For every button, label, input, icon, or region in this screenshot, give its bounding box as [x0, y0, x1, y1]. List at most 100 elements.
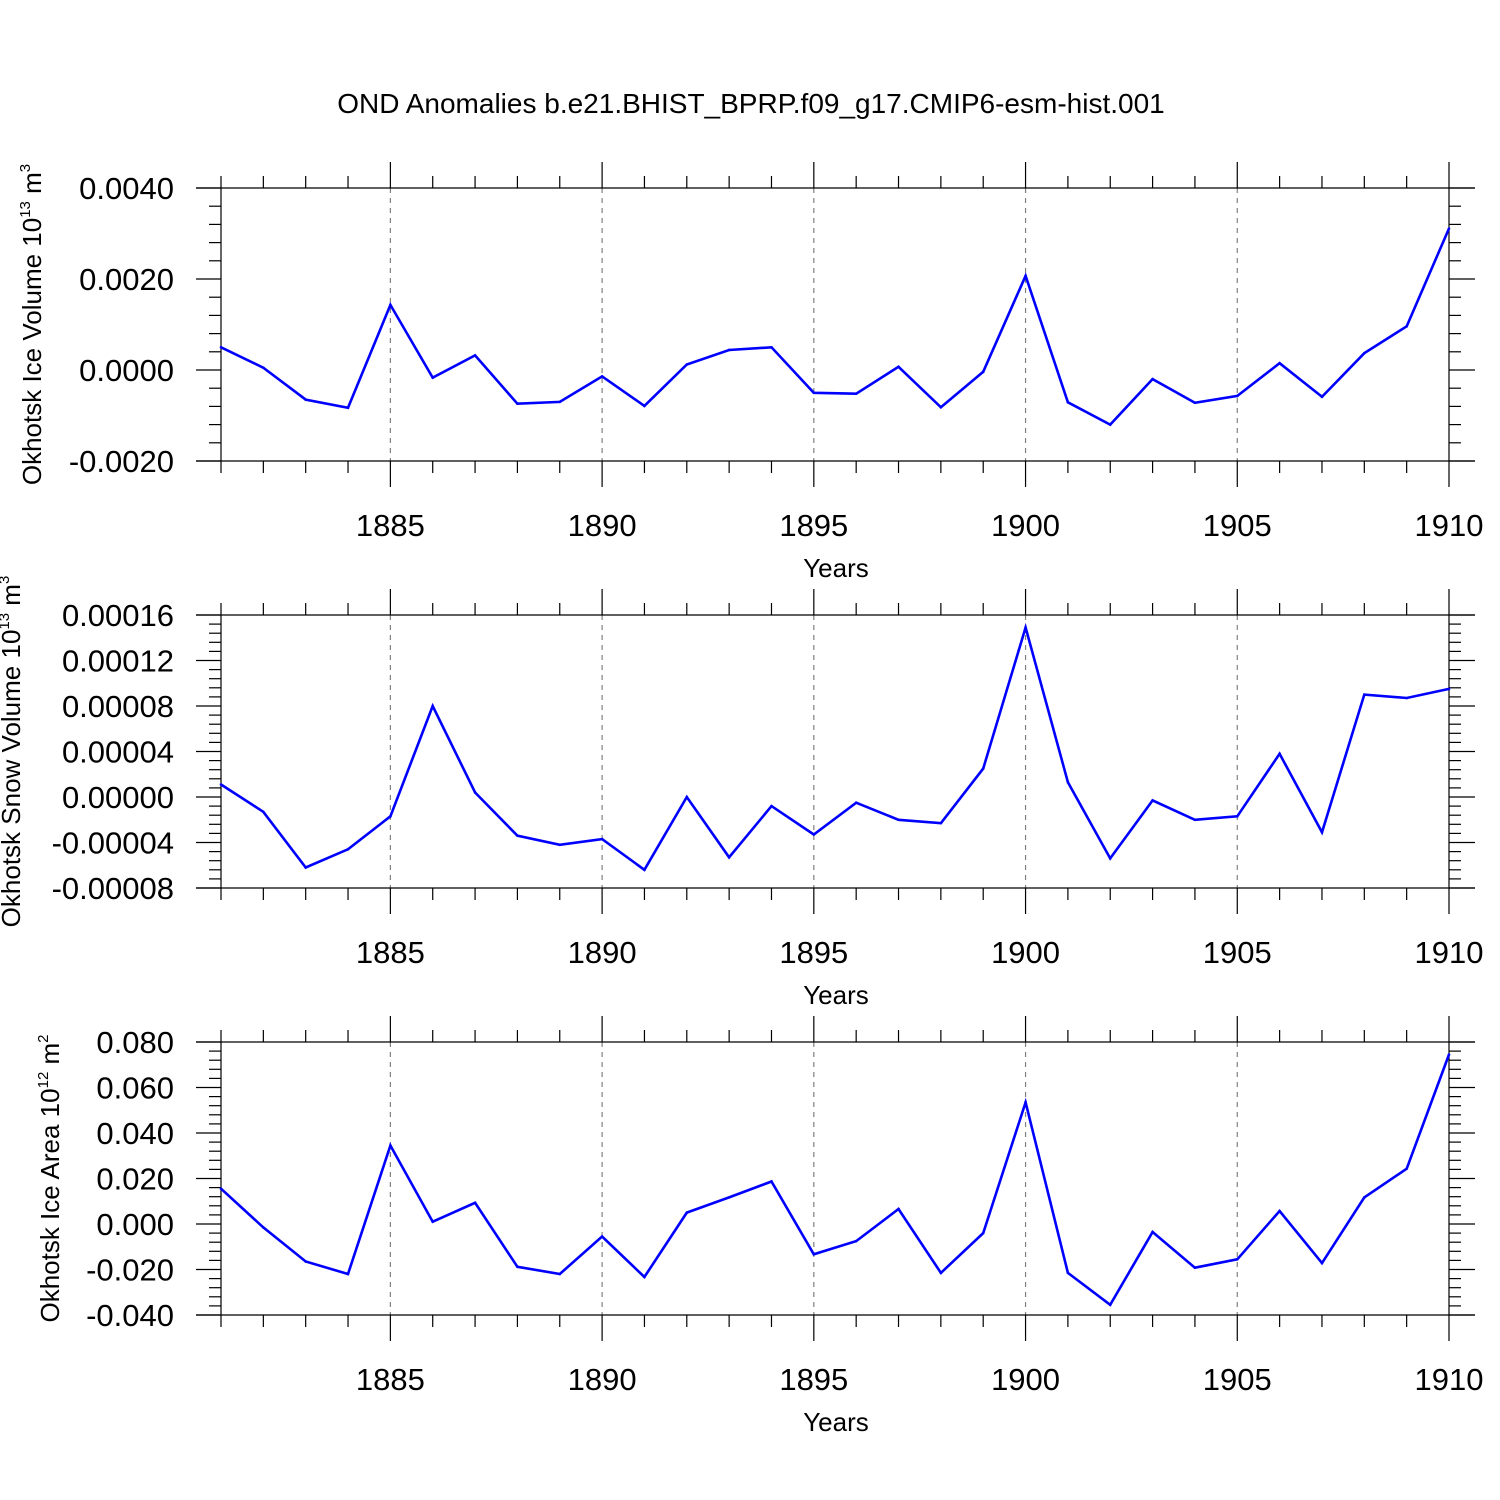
x-tick-label: 1905	[1203, 508, 1272, 543]
data-point	[1151, 377, 1154, 381]
data-point	[981, 1231, 985, 1235]
data-point	[1066, 780, 1070, 784]
chart-title: OND Anomalies b.e21.BHIST_BPRP.f09_g17.C…	[337, 88, 1164, 119]
data-point	[219, 783, 223, 786]
data-point	[1320, 830, 1324, 834]
data-point	[1193, 401, 1197, 405]
y-tick-label: 0.040	[96, 1116, 174, 1151]
data-point	[1235, 1257, 1239, 1261]
data-point	[389, 1144, 392, 1147]
data-point	[473, 354, 477, 357]
data-point	[1363, 693, 1366, 696]
y-tick-label: 0.000	[96, 1207, 174, 1242]
y-tick-label: -0.020	[86, 1253, 174, 1288]
data-point	[1151, 1230, 1154, 1234]
x-tick-label: 1890	[568, 935, 637, 970]
y-tick-label: 0.060	[96, 1071, 174, 1106]
data-point	[1066, 401, 1070, 404]
y-tick-label: 0.0040	[79, 171, 174, 206]
y-axis-label: Okhotsk Ice Volume 1013 m3	[17, 164, 47, 485]
data-point	[939, 406, 943, 409]
y-tick-label: 0.0000	[79, 353, 174, 388]
data-point	[685, 363, 689, 366]
data-point	[727, 1196, 731, 1199]
chart-panels: -0.0020 0.0000 0.0020 0.0040 1885 1890 1895 190…	[0, 162, 1483, 1437]
panel-1: -0.0020 0.0000 0.0020 0.0040 1885 1890 1895 190…	[17, 162, 1483, 583]
x-tick-label: 1905	[1203, 935, 1272, 970]
data-point	[1108, 423, 1112, 426]
y-tick-label: 0.00004	[62, 735, 174, 770]
data-point	[1447, 227, 1451, 230]
x-tick-label: 1885	[356, 508, 425, 543]
data-point	[1363, 1196, 1366, 1199]
data-point	[1447, 687, 1451, 691]
data-point	[262, 366, 265, 370]
y-tick-label: 0.00000	[62, 780, 174, 815]
y-tick-label: -0.0020	[69, 444, 174, 479]
data-point	[1108, 1303, 1112, 1307]
data-point	[346, 848, 350, 851]
data-point	[1320, 1261, 1324, 1265]
data-point	[1024, 1100, 1027, 1104]
x-tick-label: 1900	[991, 1362, 1060, 1397]
data-point	[854, 392, 858, 395]
y-tick-label: 0.080	[96, 1025, 174, 1060]
data-point	[600, 1235, 604, 1238]
data-point	[219, 345, 223, 349]
data-point	[1278, 1209, 1281, 1213]
x-tick-label: 1900	[991, 508, 1060, 543]
data-point	[219, 1187, 223, 1191]
data-point	[516, 1265, 519, 1269]
data-point	[643, 868, 646, 872]
x-tick-label: 1885	[356, 935, 425, 970]
x-tick-label: 1910	[1415, 1362, 1484, 1397]
y-tick-label: -0.00004	[52, 826, 174, 861]
series-line	[220, 1054, 1451, 1307]
data-point	[643, 404, 646, 408]
data-point	[770, 345, 773, 349]
data-point	[812, 391, 816, 395]
data-point	[939, 1271, 943, 1275]
data-point	[1447, 1053, 1451, 1056]
data-point	[1193, 1266, 1197, 1269]
data-point	[431, 1220, 435, 1224]
x-tick-label: 1895	[779, 508, 848, 543]
data-point	[1320, 395, 1324, 399]
data-point	[643, 1275, 646, 1279]
data-point	[897, 365, 900, 369]
data-point	[1235, 394, 1239, 398]
data-point	[897, 818, 900, 822]
x-axis-label: Years	[803, 1407, 869, 1437]
x-tick-label: 1890	[568, 508, 637, 543]
x-axis-label: Years	[803, 980, 869, 1010]
data-point	[1193, 818, 1197, 822]
data-point	[389, 815, 392, 818]
y-tick-label: -0.040	[86, 1298, 174, 1333]
x-tick-label: 1910	[1415, 508, 1484, 543]
data-point	[262, 1226, 265, 1229]
data-point	[1024, 626, 1027, 629]
data-point	[981, 767, 985, 770]
data-point	[389, 303, 392, 307]
data-point	[304, 1260, 307, 1263]
data-point	[431, 376, 435, 380]
x-axis-label: Years	[803, 553, 869, 583]
y-tick-label: 0.00016	[62, 598, 174, 633]
data-point	[1235, 815, 1239, 818]
y-tick-label: 0.020	[96, 1162, 174, 1197]
data-point	[516, 834, 519, 837]
panel-2: -0.00008 -0.00004 0.00000 0.00004 0.00008 0.0…	[0, 576, 1483, 1010]
y-axis-label: Okhotsk Ice Area 1012 m2	[35, 1034, 65, 1322]
y-axis-label: Okhotsk Snow Volume 1013 m3	[0, 576, 26, 928]
data-point	[1024, 274, 1027, 278]
data-point	[939, 821, 943, 825]
data-point	[558, 843, 562, 847]
data-point	[1405, 325, 1408, 328]
data-point	[727, 855, 731, 859]
data-point	[262, 810, 265, 814]
data-point	[1278, 361, 1281, 365]
data-point	[600, 375, 604, 378]
y-tick-label: 0.0020	[79, 262, 174, 297]
data-point	[812, 1252, 816, 1256]
